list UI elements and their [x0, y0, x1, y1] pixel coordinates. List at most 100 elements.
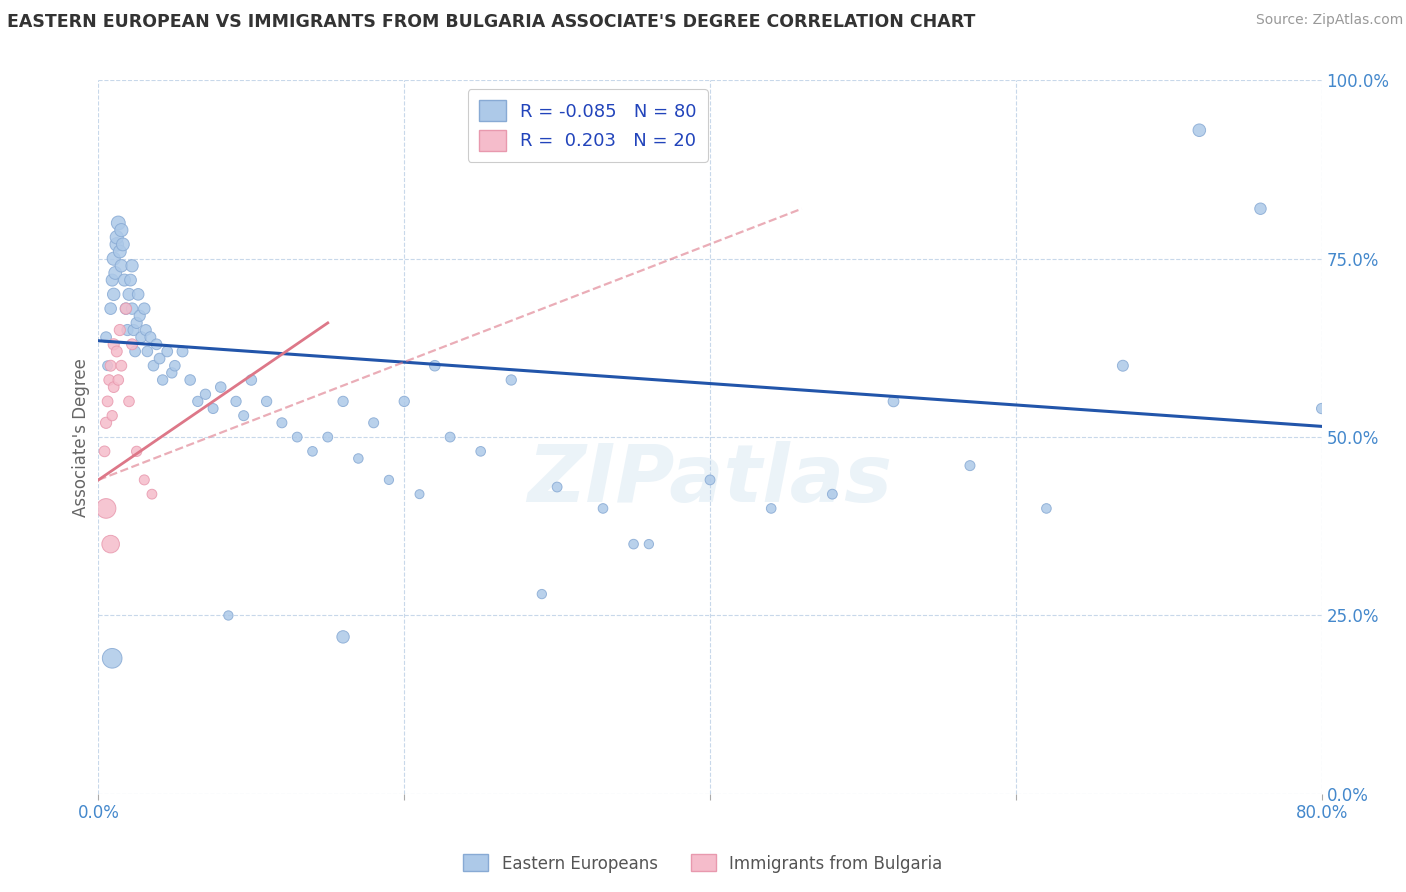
- Point: [110, 259, 132, 273]
- Point: [699, 473, 721, 487]
- Point: [423, 359, 446, 373]
- Point: [270, 416, 292, 430]
- Point: [623, 537, 645, 551]
- Point: [332, 394, 354, 409]
- Point: [759, 501, 782, 516]
- Point: [347, 451, 370, 466]
- Point: [125, 316, 148, 330]
- Point: [363, 416, 385, 430]
- Point: [101, 409, 124, 423]
- Point: [149, 351, 172, 366]
- Point: [100, 537, 122, 551]
- Point: [156, 344, 179, 359]
- Point: [821, 487, 844, 501]
- Point: [501, 373, 523, 387]
- Point: [124, 344, 146, 359]
- Point: [240, 373, 263, 387]
- Point: [104, 266, 127, 280]
- Point: [134, 301, 156, 316]
- Point: [152, 373, 174, 387]
- Point: [120, 273, 142, 287]
- Point: [97, 394, 120, 409]
- Text: Source: ZipAtlas.com: Source: ZipAtlas.com: [1256, 13, 1403, 28]
- Point: [105, 344, 128, 359]
- Point: [378, 473, 401, 487]
- Point: [1112, 359, 1135, 373]
- Point: [530, 587, 553, 601]
- Point: [1188, 123, 1211, 137]
- Point: [225, 394, 247, 409]
- Point: [112, 273, 135, 287]
- Point: [101, 273, 124, 287]
- Point: [94, 330, 117, 344]
- Point: [103, 337, 125, 351]
- Point: [108, 244, 131, 259]
- Point: [301, 444, 323, 458]
- Point: [209, 380, 232, 394]
- Point: [217, 608, 239, 623]
- Point: [1310, 401, 1333, 416]
- Point: [100, 301, 122, 316]
- Point: [187, 394, 209, 409]
- Legend: R = -0.085   N = 80, R =  0.203   N = 20: R = -0.085 N = 80, R = 0.203 N = 20: [468, 89, 707, 161]
- Y-axis label: Associate's Degree: Associate's Degree: [72, 358, 90, 516]
- Point: [592, 501, 614, 516]
- Legend: Eastern Europeans, Immigrants from Bulgaria: Eastern Europeans, Immigrants from Bulga…: [457, 847, 949, 880]
- Point: [107, 373, 129, 387]
- Point: [94, 416, 117, 430]
- Point: [232, 409, 254, 423]
- Point: [285, 430, 308, 444]
- Point: [129, 330, 152, 344]
- Point: [121, 259, 143, 273]
- Point: [179, 373, 201, 387]
- Point: [256, 394, 278, 409]
- Point: [128, 309, 150, 323]
- Point: [103, 380, 125, 394]
- Point: [1035, 501, 1057, 516]
- Point: [103, 252, 125, 266]
- Point: [107, 216, 129, 230]
- Point: [141, 487, 163, 501]
- Point: [136, 344, 159, 359]
- Text: ZIPatlas: ZIPatlas: [527, 441, 893, 519]
- Point: [101, 651, 124, 665]
- Point: [111, 237, 134, 252]
- Point: [160, 366, 183, 380]
- Point: [103, 287, 125, 301]
- Point: [1249, 202, 1271, 216]
- Point: [105, 230, 128, 244]
- Point: [470, 444, 492, 458]
- Point: [118, 394, 141, 409]
- Point: [202, 401, 225, 416]
- Point: [110, 359, 132, 373]
- Point: [127, 287, 149, 301]
- Point: [125, 444, 148, 458]
- Point: [134, 473, 156, 487]
- Point: [121, 301, 143, 316]
- Point: [110, 223, 132, 237]
- Point: [439, 430, 461, 444]
- Point: [139, 330, 162, 344]
- Point: [115, 301, 138, 316]
- Point: [194, 387, 217, 401]
- Point: [959, 458, 981, 473]
- Point: [172, 344, 194, 359]
- Point: [93, 444, 115, 458]
- Point: [98, 373, 121, 387]
- Point: [332, 630, 354, 644]
- Point: [316, 430, 339, 444]
- Point: [105, 237, 128, 252]
- Point: [142, 359, 165, 373]
- Point: [117, 323, 139, 337]
- Point: [121, 337, 143, 351]
- Text: EASTERN EUROPEAN VS IMMIGRANTS FROM BULGARIA ASSOCIATE'S DEGREE CORRELATION CHAR: EASTERN EUROPEAN VS IMMIGRANTS FROM BULG…: [7, 13, 976, 31]
- Point: [145, 337, 167, 351]
- Point: [408, 487, 430, 501]
- Point: [546, 480, 568, 494]
- Point: [135, 323, 157, 337]
- Point: [637, 537, 661, 551]
- Point: [118, 287, 141, 301]
- Point: [115, 301, 138, 316]
- Point: [163, 359, 186, 373]
- Point: [97, 359, 120, 373]
